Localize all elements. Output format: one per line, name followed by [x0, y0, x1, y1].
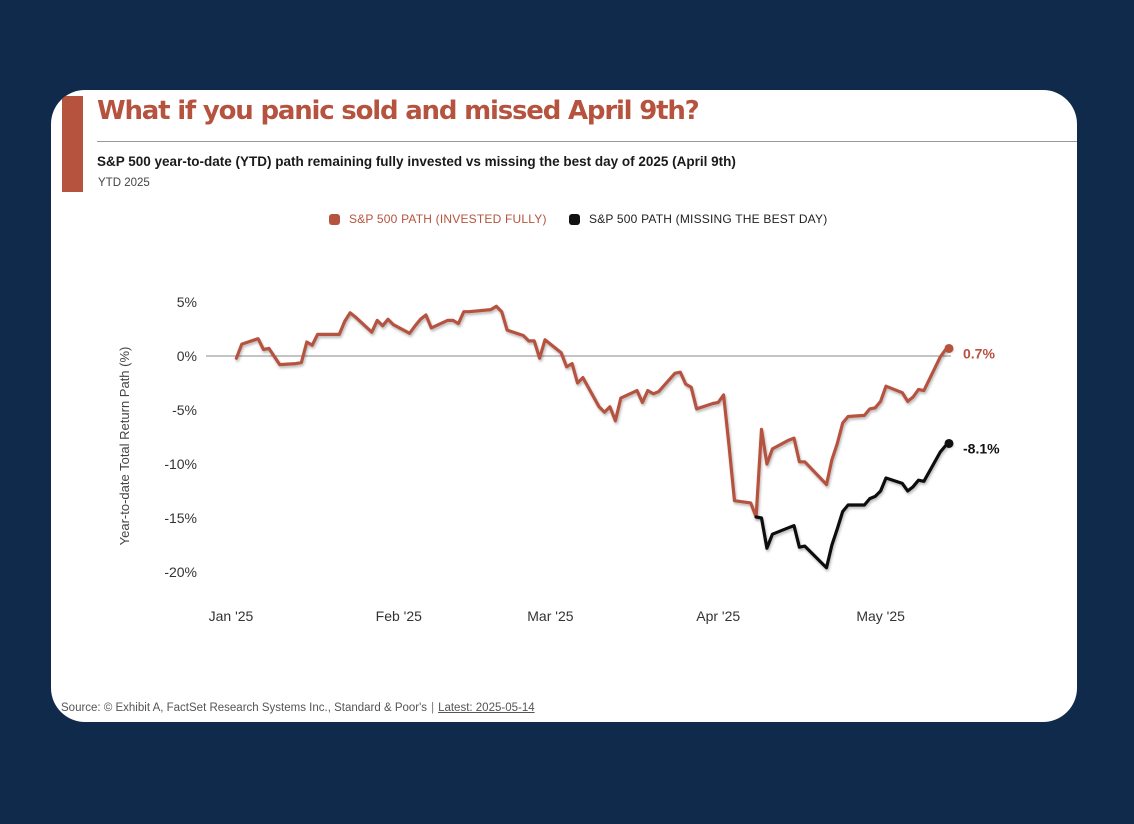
chart-legend: S&P 500 PATH (INVESTED FULLY) S&P 500 PA… — [51, 212, 1077, 232]
end-label-invested: 0.7% — [963, 345, 995, 361]
series-lines — [234, 304, 953, 570]
line-chart: Year-to-date Total Return Path (%) 5% 0% -… — [117, 294, 1000, 624]
y-tick-label: -20% — [164, 564, 197, 580]
x-tick-label: Feb '25 — [376, 608, 422, 624]
end-label-missing: -8.1% — [963, 440, 1000, 456]
y-tick-label: -5% — [172, 402, 197, 418]
chart-title: What if you panic sold and missed April … — [97, 96, 700, 126]
x-tick-label: Jan '25 — [209, 608, 254, 624]
legend-item-invested[interactable]: S&P 500 PATH (INVESTED FULLY) — [329, 212, 547, 226]
y-tick-label: 5% — [177, 294, 197, 310]
x-tick-label: May '25 — [856, 608, 905, 624]
end-point-missing — [944, 438, 954, 448]
x-tick-label: Mar '25 — [527, 608, 573, 624]
chart-subtitle: S&P 500 year-to-date (YTD) path remainin… — [97, 154, 736, 169]
y-tick-label: 0% — [177, 348, 197, 364]
legend-swatch-invested — [329, 213, 340, 225]
source-separator: | — [431, 702, 435, 714]
end-point-invested — [944, 343, 954, 353]
y-axis-ticks: 5% 0% -5% -10% -15% -20% — [164, 294, 197, 580]
title-divider — [97, 141, 1077, 142]
legend-swatch-missing — [569, 213, 580, 225]
latest-date-link[interactable]: Latest: 2025-05-14 — [438, 702, 535, 714]
series-line-invested — [234, 304, 953, 519]
legend-label-missing: S&P 500 PATH (MISSING THE BEST DAY) — [589, 212, 828, 226]
legend-item-missing[interactable]: S&P 500 PATH (MISSING THE BEST DAY) — [569, 212, 827, 226]
title-accent-bar — [62, 96, 83, 192]
y-tick-label: -10% — [164, 456, 197, 472]
source-text: Source: © Exhibit A, FactSet Research Sy… — [61, 702, 428, 714]
y-tick-label: -15% — [164, 510, 197, 526]
x-tick-label: Apr '25 — [696, 608, 740, 624]
legend-label-invested: S&P 500 PATH (INVESTED FULLY) — [349, 212, 547, 226]
period-label: YTD 2025 — [98, 177, 150, 189]
series-line-missing — [754, 441, 953, 570]
x-axis-ticks: Jan '25 Feb '25 Mar '25 Apr '25 May '25 — [209, 608, 905, 624]
y-axis-label: Year-to-date Total Return Path (%) — [117, 347, 132, 546]
source-footer: Source: © Exhibit A, FactSet Research Sy… — [61, 702, 535, 714]
chart-card: What if you panic sold and missed April … — [51, 90, 1077, 722]
series-end-points: 0.7% -8.1% — [944, 343, 1000, 456]
